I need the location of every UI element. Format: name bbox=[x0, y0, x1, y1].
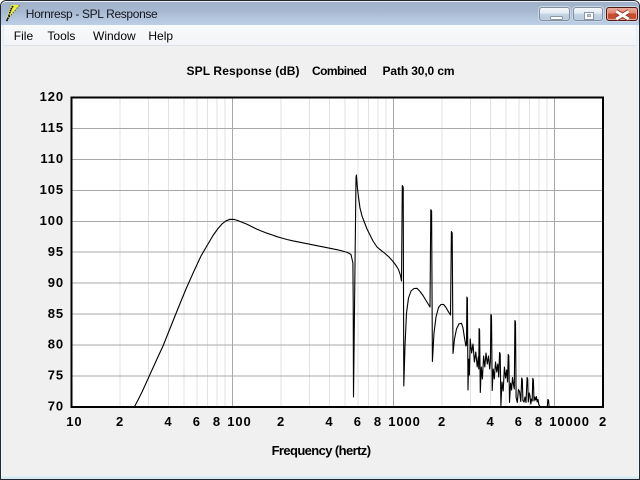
svg-text:4: 4 bbox=[487, 414, 495, 429]
svg-text:10000: 10000 bbox=[549, 414, 590, 429]
svg-text:6: 6 bbox=[515, 414, 523, 429]
svg-text:4: 4 bbox=[325, 414, 333, 429]
svg-text:2: 2 bbox=[438, 414, 446, 429]
svg-text:110: 110 bbox=[40, 151, 64, 166]
svg-text:75: 75 bbox=[48, 368, 64, 383]
svg-text:95: 95 bbox=[48, 244, 64, 259]
svg-text:120: 120 bbox=[40, 89, 64, 104]
svg-text:70: 70 bbox=[48, 399, 64, 414]
svg-text:2: 2 bbox=[599, 414, 607, 429]
svg-text:105: 105 bbox=[40, 182, 64, 197]
svg-text:80: 80 bbox=[48, 337, 64, 352]
svg-text:6: 6 bbox=[193, 414, 201, 429]
svg-text:100: 100 bbox=[227, 414, 251, 429]
svg-text:100: 100 bbox=[40, 213, 64, 228]
svg-text:8: 8 bbox=[535, 414, 543, 429]
svg-text:85: 85 bbox=[48, 306, 64, 321]
svg-text:10: 10 bbox=[66, 414, 82, 429]
svg-text:1000: 1000 bbox=[388, 414, 421, 429]
svg-text:90: 90 bbox=[48, 275, 64, 290]
svg-text:8: 8 bbox=[374, 414, 382, 429]
svg-text:6: 6 bbox=[354, 414, 362, 429]
svg-text:115: 115 bbox=[40, 120, 64, 135]
svg-text:8: 8 bbox=[213, 414, 221, 429]
svg-text:4: 4 bbox=[164, 414, 172, 429]
svg-text:2: 2 bbox=[116, 414, 124, 429]
svg-text:2: 2 bbox=[277, 414, 285, 429]
